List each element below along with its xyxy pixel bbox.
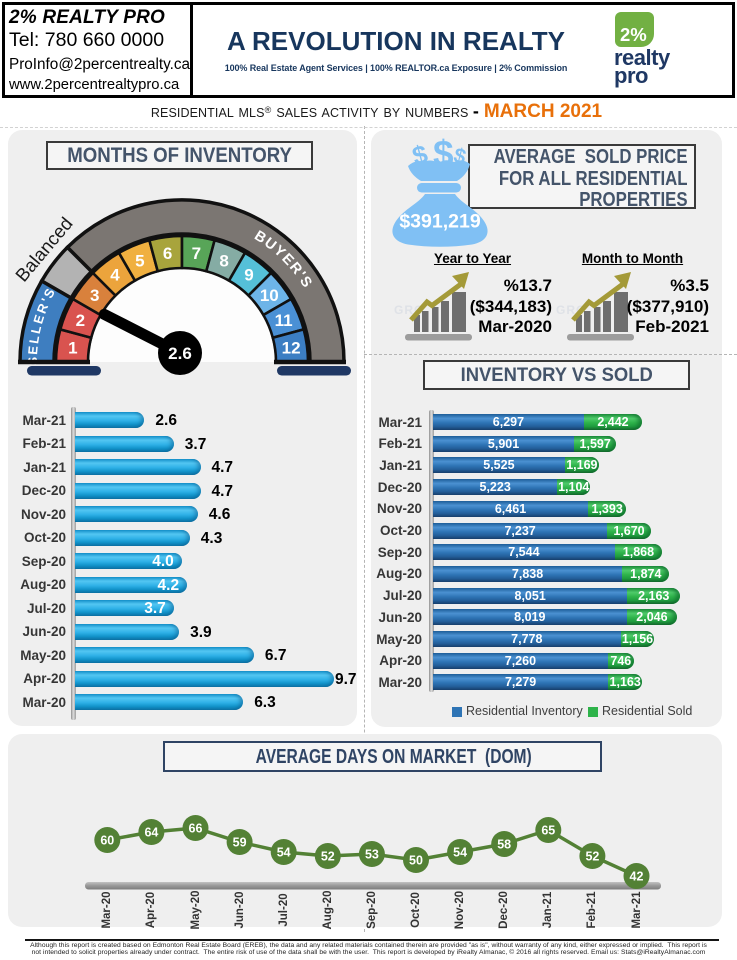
- svg-text:53: 53: [365, 848, 379, 862]
- svg-text:6: 6: [163, 244, 172, 263]
- svg-text:9: 9: [244, 266, 253, 285]
- svg-text:42: 42: [630, 870, 644, 884]
- svg-text:1: 1: [68, 339, 77, 358]
- svg-text:7: 7: [192, 244, 201, 263]
- svg-text:60: 60: [100, 834, 114, 848]
- svg-text:4: 4: [110, 266, 120, 285]
- svg-text:59: 59: [233, 836, 247, 850]
- svg-text:12: 12: [282, 339, 301, 358]
- svg-text:65: 65: [541, 824, 555, 838]
- svg-text:54: 54: [453, 846, 467, 860]
- svg-text:8: 8: [219, 251, 228, 270]
- svg-text:3: 3: [90, 286, 99, 305]
- svg-text:2.6: 2.6: [168, 344, 192, 363]
- svg-text:2: 2: [76, 311, 85, 330]
- svg-text:66: 66: [189, 822, 203, 836]
- svg-text:5: 5: [135, 251, 144, 270]
- svg-text:$391,219: $391,219: [399, 211, 480, 233]
- svg-text:50: 50: [409, 854, 423, 868]
- svg-text:52: 52: [321, 850, 335, 864]
- svg-text:64: 64: [144, 826, 158, 840]
- svg-text:10: 10: [260, 286, 279, 305]
- svg-text:58: 58: [497, 838, 511, 852]
- svg-text:11: 11: [275, 311, 293, 330]
- svg-text:54: 54: [277, 846, 291, 860]
- svg-text:52: 52: [585, 850, 599, 864]
